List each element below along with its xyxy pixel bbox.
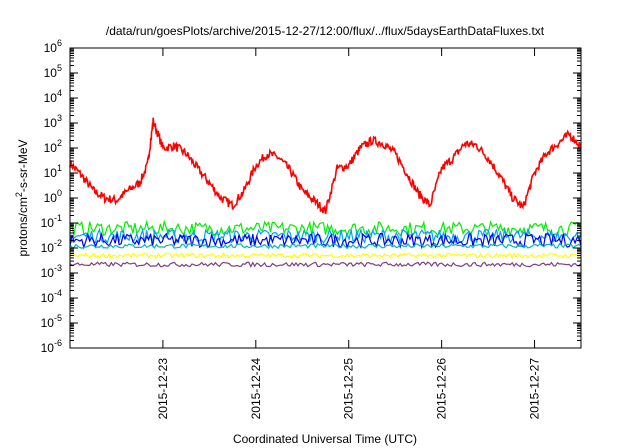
x-tick-label: 2015-12-24 <box>249 358 263 420</box>
chart-title: /data/run/goesPlots/archive/2015-12-27/1… <box>106 24 545 38</box>
x-axis-label: Coordinated Universal Time (UTC) <box>233 432 417 446</box>
series-line-6 <box>69 261 582 268</box>
y-ticks: 10-6 10-5 10-4 10-3 10-2 10-1 100 101 102 103 104 1… <box>41 38 581 355</box>
y-tick-label: 10-6 <box>41 338 62 355</box>
y-tick-label: 100 <box>44 188 62 205</box>
x-tick-label: 2015-12-26 <box>435 358 449 420</box>
series-line-5 <box>69 252 582 259</box>
y-tick-label: 10-3 <box>41 263 62 280</box>
y-axis-label: protons/cm2-s-sr-MeV <box>14 139 30 256</box>
x-tick-label: 2015-12-25 <box>342 358 356 420</box>
x-ticks: 2015-12-23 2015-12-24 2015-12-25 2015-12-26… <box>156 48 542 419</box>
series-line-3 <box>69 231 582 250</box>
series-line-1 <box>69 219 582 238</box>
y-tick-label: 10-4 <box>41 288 62 305</box>
series-line-red <box>69 117 582 215</box>
series-layer <box>69 117 582 268</box>
y-tick-label: 102 <box>44 138 62 155</box>
y-tick-label: 10-2 <box>41 238 62 255</box>
series-line-4 <box>69 242 582 250</box>
y-tick-label: 103 <box>44 113 62 130</box>
y-tick-label: 10-1 <box>41 213 62 230</box>
y-tick-label: 106 <box>44 38 62 55</box>
x-tick-label: 2015-12-23 <box>156 358 170 420</box>
series-line-2 <box>69 227 582 245</box>
y-tick-label: 10-5 <box>41 313 62 330</box>
y-tick-label: 104 <box>44 88 62 105</box>
x-tick-label: 2015-12-27 <box>528 358 542 420</box>
y-tick-label: 101 <box>44 163 62 180</box>
y-tick-label: 105 <box>44 63 62 80</box>
plot-frame <box>69 47 582 349</box>
